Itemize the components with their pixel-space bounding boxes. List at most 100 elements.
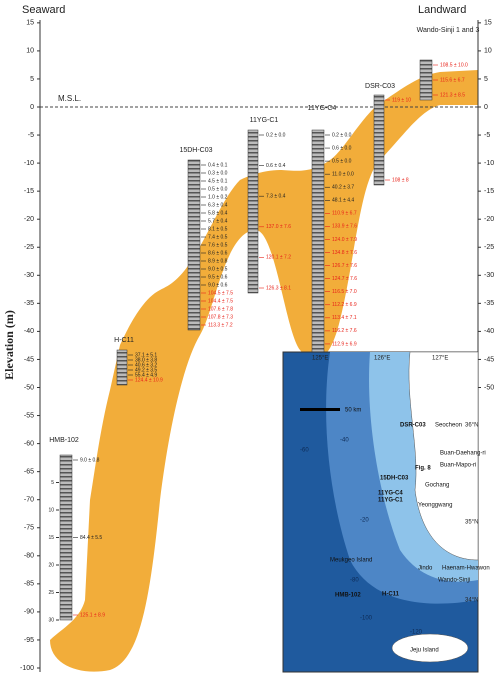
age-label: 124.0 ± 7.9: [332, 237, 357, 243]
age-label: 112.9 ± 6.9: [332, 341, 357, 347]
age-label: 11.0 ± 0.0: [332, 172, 354, 178]
y-tick-label: 0: [484, 104, 488, 111]
sediment-fill: [50, 70, 478, 672]
core-log: [187, 159, 201, 331]
age-label: 121.3 ± 8.5: [440, 92, 465, 98]
age-label: 55.4 ± 4.9: [135, 372, 157, 378]
depth-tick-label: 5: [51, 480, 54, 486]
age-label: 6.3 ± 0.4: [208, 202, 228, 208]
age-label: 7.3 ± 0.4: [266, 194, 286, 200]
age-label: 108 ± 8: [392, 177, 409, 183]
y-tick-label: 5: [484, 76, 488, 83]
map-place: Buan-Daehang-ri: [440, 451, 486, 457]
age-label: 7.6 ± 0.5: [208, 242, 228, 248]
age-label: 113.4 ± 7.1: [332, 315, 357, 321]
age-label: 104.4 ± 7.5: [208, 298, 233, 304]
core-name: Wando-Sinji 1 and 3: [417, 27, 480, 34]
age-label: 124.4 ± 10.9: [135, 377, 163, 383]
age-label: 7.4 ± 0.5: [208, 234, 228, 240]
age-label: 120.1 ± 7.2: [266, 255, 291, 261]
y-tick-label: -75: [24, 525, 34, 532]
lon-label: 125°E: [312, 356, 328, 362]
age-label: 0.5 ± 0.0: [332, 158, 352, 164]
age-label: 119 ± 10: [392, 97, 411, 103]
y-tick-label: -60: [24, 440, 34, 447]
y-tick-label: -25: [24, 244, 34, 251]
age-label: 134.8 ± 7.6: [332, 250, 357, 256]
map-place: Seocheon: [435, 423, 462, 429]
y-tick-label: -35: [484, 300, 494, 307]
map-place: Yeonggwang: [418, 503, 452, 509]
map-place: Gochang: [425, 483, 449, 489]
age-label: 115.6 ± 6.7: [440, 77, 465, 83]
map-place: Fig. 8: [415, 466, 431, 472]
y-tick-label: -30: [24, 272, 34, 279]
y-tick-label: 10: [484, 48, 492, 55]
map-depth: -60: [300, 448, 309, 454]
y-tick-label: -70: [24, 497, 34, 504]
y-tick-label: -15: [484, 188, 494, 195]
age-label: 9.5 ± 0.6: [208, 274, 228, 280]
msl-label: M.S.L.: [58, 94, 81, 103]
landward-label: Landward: [418, 4, 466, 16]
map-scale: 50 km: [345, 408, 361, 414]
map-depth: -120: [410, 630, 423, 636]
y-tick-label: -50: [484, 384, 494, 391]
seaward-label: Seaward: [22, 4, 65, 16]
age-label: 0.3 ± 0.0: [208, 170, 228, 176]
depth-tick-label: 30: [48, 617, 54, 623]
core-name: H-C11: [114, 337, 134, 344]
age-label: 1.0 ± 0.2: [208, 194, 228, 200]
y-tick-label: -40: [24, 328, 34, 335]
y-tick-label: -10: [484, 160, 494, 167]
lon-label: 126°E: [374, 356, 390, 362]
age-label: 9.0 ± 0.6: [208, 282, 228, 288]
y-tick-label: 15: [484, 20, 492, 27]
age-label: 0.4 ± 0.1: [208, 162, 228, 168]
age-label: 104.5 ± 7.5: [208, 290, 233, 296]
age-label: 133.9 ± 7.6: [332, 224, 357, 230]
y-tick-label: 5: [30, 76, 34, 83]
y-tick-label: -45: [24, 356, 34, 363]
core-log: [373, 94, 385, 186]
y-tick-label: -80: [24, 553, 34, 560]
map-jeju: [391, 633, 469, 663]
age-label: 37.1 ± 5.1: [135, 352, 157, 358]
age-label: 9.0 ± 0.5: [208, 266, 228, 272]
y-tick-label: -5: [28, 132, 34, 139]
age-label: 0.2 ± 0.0: [332, 132, 352, 138]
y-tick-label: -15: [24, 188, 34, 195]
lat-label: 36°N: [465, 423, 478, 429]
core-log: [59, 454, 73, 621]
map-depth: -20: [360, 518, 369, 524]
y-tick-label: -65: [24, 468, 34, 475]
y-tick-label: 15: [26, 20, 34, 27]
map-place: 15DH-C03: [380, 476, 409, 482]
age-label: 107.8 ± 7.3: [208, 314, 233, 320]
depth-tick-label: 10: [48, 507, 54, 513]
map-place: Buan-Mapo-ri: [440, 463, 476, 469]
core-name: 15DH-C03: [179, 147, 212, 154]
age-label: 8.6 ± 0.6: [208, 250, 228, 256]
age-label: 0.5 ± 0.0: [208, 186, 228, 192]
core-name: DSR-C03: [365, 83, 395, 90]
age-label: 116.2 ± 7.6: [332, 328, 357, 334]
map-place: Meukgeo Island: [330, 558, 372, 564]
y-tick-label: -20: [24, 216, 34, 223]
y-tick-label: -30: [484, 272, 494, 279]
y-tick-label: -90: [24, 609, 34, 616]
age-label: 0.6 ± 0.4: [266, 163, 286, 169]
y-tick-label: -20: [484, 216, 494, 223]
map-depth: -100: [360, 616, 373, 622]
y-tick-label: 0: [30, 104, 34, 111]
age-label: 4.5 ± 0.1: [208, 178, 228, 184]
y-tick-label: -100: [20, 665, 34, 672]
map-place: 11YG-C4: [378, 491, 403, 497]
age-label: 112.2 ± 6.9: [332, 302, 357, 308]
age-label: 110.9 ± 6.7: [332, 211, 357, 217]
age-label: 108.5 ± 10.0: [440, 62, 468, 68]
y-tick-label: -50: [24, 384, 34, 391]
age-label: 0.2 ± 0.0: [266, 132, 286, 138]
age-label: 40.6 ± 3.2: [135, 362, 157, 368]
y-tick-label: -5: [484, 132, 490, 139]
